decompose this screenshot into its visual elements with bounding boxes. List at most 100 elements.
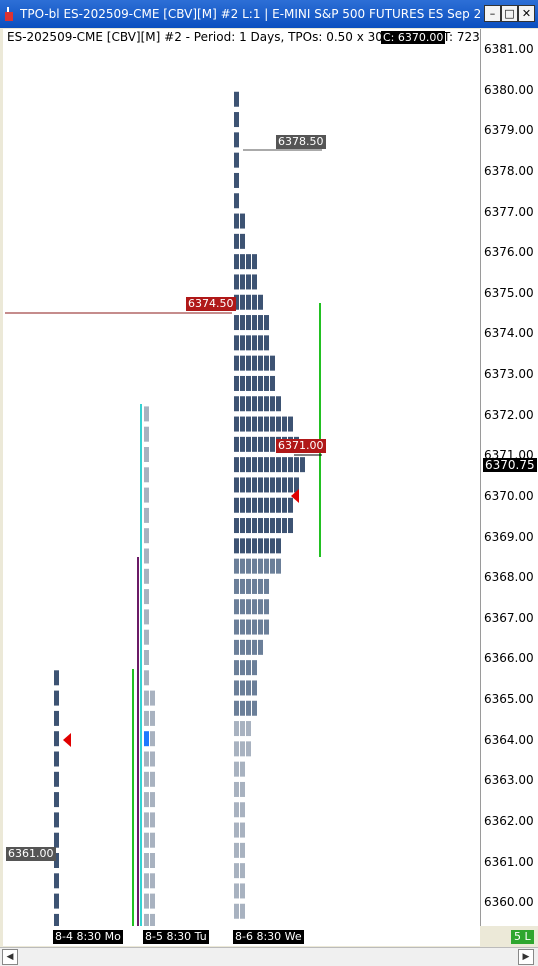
tpo-block [258, 315, 263, 331]
tpo-block [246, 578, 251, 594]
tpo-block [234, 883, 239, 899]
current-price-badge: 6370.75 [483, 458, 537, 472]
tpo-block [276, 457, 281, 473]
tpo-block [234, 781, 239, 797]
tpo-block [252, 294, 257, 310]
price-label: 6368.00 [484, 570, 534, 584]
minimize-button[interactable]: – [484, 5, 501, 22]
tpo-block [234, 802, 239, 818]
price-label: 6373.00 [484, 367, 534, 381]
tpo-block [252, 254, 257, 270]
tpo-block [270, 457, 275, 473]
tpo-block [258, 436, 263, 452]
tpo-block [270, 497, 275, 513]
tpo-block [144, 893, 149, 909]
tpo-block [234, 863, 239, 879]
price-label: 6360.00 [484, 895, 534, 909]
tpo-block [264, 558, 269, 574]
tpo-block [240, 721, 245, 737]
tpo-block [282, 477, 287, 493]
tpo-block [246, 518, 251, 534]
tpo-block [150, 913, 155, 929]
price-label: 6367.00 [484, 611, 534, 625]
tpo-block [234, 599, 239, 615]
tpo-block [252, 436, 257, 452]
session-marker-icon [291, 489, 299, 503]
tpo-block [234, 721, 239, 737]
tpo-block [246, 375, 251, 391]
maximize-button[interactable]: □ [501, 5, 518, 22]
price-label: 6380.00 [484, 83, 534, 97]
tpo-block [246, 457, 251, 473]
tpo-block [144, 913, 149, 929]
lines-status-badge[interactable]: 5 L [511, 930, 534, 944]
tpo-block [240, 802, 245, 818]
tpo-block [264, 436, 269, 452]
tpo-block [234, 335, 239, 351]
tpo-block [246, 416, 251, 432]
tpo-block [270, 396, 275, 412]
prior-poc-label: 6374.50 [186, 297, 236, 311]
tpo-block [246, 436, 251, 452]
tpo-block [270, 416, 275, 432]
tpo-block [246, 396, 251, 412]
scroll-left-icon[interactable]: ◀ [2, 949, 18, 965]
tpo-block [144, 406, 149, 422]
tpo-block [144, 650, 149, 665]
price-label: 6365.00 [484, 692, 534, 706]
tpo-block [144, 853, 149, 868]
tpo-block [270, 558, 275, 574]
window-title: TPO-bl ES-202509-CME [CBV][M] #2 L:1 | E… [20, 7, 480, 21]
tpo-block [252, 680, 257, 696]
tpo-block [240, 781, 245, 797]
horizontal-scrollbar[interactable]: ◀ ▶ [0, 947, 538, 966]
tpo-block [150, 792, 155, 808]
tpo-block [246, 274, 251, 290]
tpo-block [240, 903, 245, 919]
tpo-block [252, 315, 257, 331]
tpo-block [270, 375, 275, 391]
tpo-block [240, 294, 245, 310]
price-label: 6370.00 [484, 489, 534, 503]
tpo-block [258, 355, 263, 371]
scroll-right-icon[interactable]: ▶ [518, 949, 534, 965]
tpo-block [246, 294, 251, 310]
tpo-block [234, 274, 239, 290]
tpo-block [264, 335, 269, 351]
tpo-block [144, 487, 149, 503]
tpo-block [246, 741, 251, 757]
tpo-block [54, 812, 59, 828]
chart-header: ES-202509-CME [CBV][M] #2 - Period: 1 Da… [7, 30, 410, 44]
tpo-block [264, 578, 269, 594]
tpo-block [144, 609, 149, 625]
value-high-label: 6378.50 [276, 135, 326, 149]
tpo-block [258, 457, 263, 473]
tpo-block [144, 589, 149, 605]
app-icon [5, 7, 13, 21]
tpo-block [150, 731, 155, 747]
tpo-block [258, 294, 263, 310]
tpo-block [252, 639, 257, 655]
session-label-tue: 8-5 8:30 Tu [143, 930, 209, 944]
tpo-block [150, 832, 155, 848]
tpo-block [144, 731, 149, 747]
tpo-block [246, 315, 251, 331]
tpo-block [234, 172, 239, 188]
tpo-block [240, 619, 245, 635]
price-axis[interactable] [480, 29, 538, 926]
tpo-block [54, 771, 59, 787]
tpo-block [234, 903, 239, 919]
tpo-block [234, 315, 239, 331]
tpo-block [276, 518, 281, 534]
tpo-block [264, 619, 269, 635]
tpo-block [240, 538, 245, 554]
tpo-block [234, 822, 239, 838]
tpo-block [252, 355, 257, 371]
price-label: 6364.00 [484, 733, 534, 747]
tpo-block [234, 497, 239, 513]
tpo-block [144, 710, 149, 726]
tpo-block [288, 416, 293, 432]
close-button[interactable]: ✕ [518, 5, 535, 22]
tpo-block [258, 639, 263, 655]
tpo-block [252, 416, 257, 432]
